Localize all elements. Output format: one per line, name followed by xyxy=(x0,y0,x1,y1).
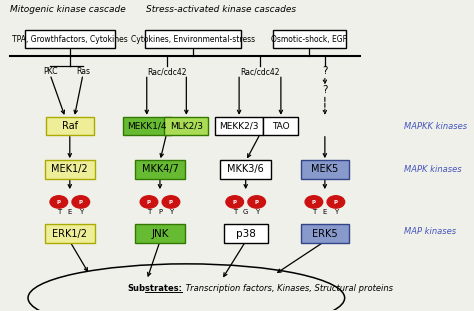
Text: p: p xyxy=(255,199,259,204)
Text: Stress-activated kinase cascades: Stress-activated kinase cascades xyxy=(146,5,297,14)
Text: MLK2/3: MLK2/3 xyxy=(170,122,203,131)
Text: Transcription factors, Kinases, Structural proteins: Transcription factors, Kinases, Structur… xyxy=(183,284,393,293)
Text: p: p xyxy=(57,199,61,204)
Text: MAPKK kinases: MAPKK kinases xyxy=(404,122,467,131)
Text: Ras: Ras xyxy=(76,67,90,77)
Text: MEKK1/4: MEKK1/4 xyxy=(127,122,166,131)
FancyBboxPatch shape xyxy=(45,160,95,179)
Text: p: p xyxy=(233,199,237,204)
Text: MAP kinases: MAP kinases xyxy=(404,227,456,236)
Text: TAO: TAO xyxy=(272,122,290,131)
Text: ERK5: ERK5 xyxy=(312,229,337,239)
FancyBboxPatch shape xyxy=(263,117,299,135)
Text: p: p xyxy=(79,199,83,204)
Text: Rac/cdc42: Rac/cdc42 xyxy=(147,67,186,77)
Text: Osmotic-shock, EGF: Osmotic-shock, EGF xyxy=(272,35,347,44)
Circle shape xyxy=(162,196,180,208)
Text: T: T xyxy=(57,209,61,216)
Text: PKC: PKC xyxy=(43,67,57,77)
Text: p: p xyxy=(147,199,151,204)
Circle shape xyxy=(50,196,68,208)
Text: Y: Y xyxy=(79,209,83,216)
Text: T: T xyxy=(147,209,151,216)
Text: p38: p38 xyxy=(236,229,255,239)
FancyBboxPatch shape xyxy=(145,30,241,49)
Text: MKK4/7: MKK4/7 xyxy=(142,165,178,174)
Text: p: p xyxy=(312,199,316,204)
FancyBboxPatch shape xyxy=(301,160,349,179)
Text: MEK1/2: MEK1/2 xyxy=(52,165,88,174)
Text: Y: Y xyxy=(255,209,259,216)
Text: TPA, Growthfactors, Cytokines: TPA, Growthfactors, Cytokines xyxy=(12,35,128,44)
Text: Rac/cdc42: Rac/cdc42 xyxy=(240,67,280,77)
Text: G: G xyxy=(243,209,248,216)
FancyBboxPatch shape xyxy=(135,224,185,243)
Circle shape xyxy=(140,196,158,208)
FancyBboxPatch shape xyxy=(220,160,271,179)
Text: p: p xyxy=(169,199,173,204)
FancyBboxPatch shape xyxy=(45,224,95,243)
Text: E: E xyxy=(68,209,72,216)
Text: P: P xyxy=(158,209,162,216)
Text: T: T xyxy=(312,209,316,216)
FancyBboxPatch shape xyxy=(46,117,94,135)
Text: p: p xyxy=(334,199,338,204)
Circle shape xyxy=(305,196,323,208)
FancyBboxPatch shape xyxy=(273,30,346,49)
FancyBboxPatch shape xyxy=(135,160,185,179)
Text: Mitogenic kinase cascade: Mitogenic kinase cascade xyxy=(10,5,126,14)
FancyBboxPatch shape xyxy=(123,117,171,135)
FancyBboxPatch shape xyxy=(164,117,209,135)
Circle shape xyxy=(248,196,265,208)
Text: MEK5: MEK5 xyxy=(311,165,338,174)
Text: MAPK kinases: MAPK kinases xyxy=(404,165,462,174)
Text: Cytokines, Environmental-stress: Cytokines, Environmental-stress xyxy=(131,35,255,44)
Circle shape xyxy=(327,196,345,208)
Text: MEKK2/3: MEKK2/3 xyxy=(219,122,259,131)
Text: ?: ? xyxy=(322,86,328,95)
FancyBboxPatch shape xyxy=(215,117,263,135)
Text: Y: Y xyxy=(334,209,338,216)
FancyBboxPatch shape xyxy=(301,224,349,243)
Text: T: T xyxy=(233,209,237,216)
Text: E: E xyxy=(323,209,327,216)
Circle shape xyxy=(226,196,244,208)
Text: MKK3/6: MKK3/6 xyxy=(228,165,264,174)
Text: Substrates:: Substrates: xyxy=(127,284,182,293)
Text: ERK1/2: ERK1/2 xyxy=(52,229,87,239)
FancyBboxPatch shape xyxy=(224,224,268,243)
Text: Raf: Raf xyxy=(62,121,78,131)
FancyBboxPatch shape xyxy=(25,30,115,49)
Text: Y: Y xyxy=(169,209,173,216)
Circle shape xyxy=(72,196,90,208)
Text: ?: ? xyxy=(322,66,328,76)
Text: JNK: JNK xyxy=(151,229,169,239)
